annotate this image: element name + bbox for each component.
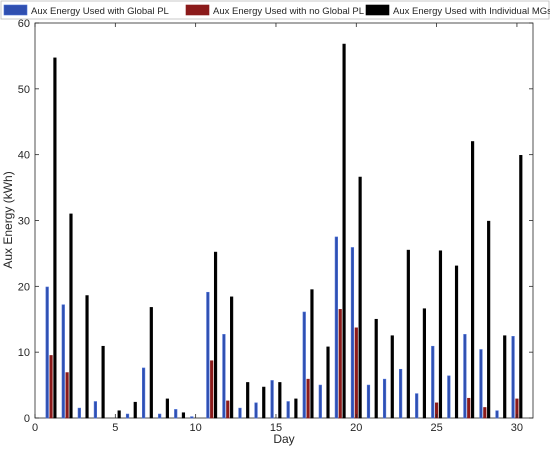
bar <box>342 43 346 419</box>
bar <box>238 407 242 419</box>
y-tick-label: 0 <box>24 413 30 425</box>
bar <box>210 360 214 419</box>
y-tick-label: 10 <box>18 347 30 359</box>
bar <box>467 397 471 419</box>
bar <box>438 250 443 419</box>
bar <box>69 213 73 419</box>
bar <box>270 380 274 419</box>
tick-labels: 0 5 10 15 20 25 30 0 10 20 30 40 50 60 <box>18 18 523 434</box>
bar <box>310 289 314 419</box>
bar <box>226 400 230 419</box>
bar <box>246 382 250 419</box>
bar <box>302 311 306 419</box>
y-tick-label: 30 <box>18 216 30 228</box>
bar <box>125 413 130 419</box>
bars <box>45 43 523 419</box>
legend: Aux Energy Used with Global PL Aux Energy… <box>0 0 550 20</box>
bar <box>149 307 153 419</box>
bar <box>222 334 226 419</box>
bar <box>53 57 57 419</box>
bar <box>294 398 298 419</box>
x-tick-label: 20 <box>350 422 362 434</box>
y-tick-label: 40 <box>18 150 30 162</box>
bar <box>142 367 146 419</box>
bar <box>190 416 194 419</box>
bar <box>422 308 426 419</box>
bar <box>503 335 507 419</box>
bar <box>483 407 487 419</box>
bar <box>511 336 515 419</box>
bar <box>326 346 330 419</box>
bar <box>487 220 491 419</box>
bar <box>262 386 266 419</box>
x-tick-label: 25 <box>430 422 442 434</box>
bar <box>463 334 467 419</box>
bar <box>85 295 89 419</box>
bar <box>350 247 355 419</box>
bar <box>117 410 121 419</box>
legend-swatch <box>185 4 210 16</box>
bar <box>519 155 523 419</box>
bar <box>206 291 210 419</box>
bar <box>65 372 69 419</box>
legend-label: Aux Energy Used with Global PL <box>31 6 169 17</box>
bar <box>165 398 169 419</box>
x-tick-label: 0 <box>32 422 38 434</box>
plot-frame <box>34 22 534 419</box>
legend-swatch <box>3 4 28 16</box>
bar <box>454 265 459 419</box>
x-tick-label: 15 <box>270 422 282 434</box>
x-tick-label: 10 <box>190 422 202 434</box>
bar <box>334 236 338 419</box>
bar <box>318 384 322 419</box>
x-axis-label: Day <box>273 432 294 446</box>
bar <box>93 401 97 419</box>
bar <box>415 393 419 419</box>
bar <box>447 375 451 419</box>
bar <box>133 401 137 419</box>
bar <box>61 304 65 419</box>
bar <box>286 401 290 419</box>
plot-area <box>34 22 534 419</box>
bar <box>254 402 258 419</box>
bar <box>495 410 499 419</box>
bar <box>390 335 394 419</box>
bar <box>431 345 435 419</box>
bar <box>406 249 410 419</box>
x-tick-label: 30 <box>511 422 523 434</box>
bar <box>213 251 218 419</box>
bar <box>174 409 178 419</box>
bar <box>158 413 162 419</box>
legend-box <box>0 0 550 20</box>
axes <box>34 22 533 419</box>
bar <box>45 286 49 419</box>
bar <box>358 176 362 419</box>
bar <box>278 382 282 419</box>
bar <box>382 378 387 419</box>
y-axis-label: Aux Energy (kWh) <box>1 171 15 268</box>
y-tick-label: 20 <box>18 281 30 293</box>
x-tick-label: 5 <box>112 422 118 434</box>
bar <box>306 378 310 419</box>
bar <box>366 384 371 419</box>
bar <box>354 327 358 419</box>
bar <box>471 141 475 419</box>
bar <box>101 345 105 419</box>
y-tick-label: 60 <box>18 18 30 30</box>
bar <box>230 296 234 419</box>
legend-label: Aux Energy Used with Individual MGs <box>393 6 550 17</box>
bar <box>374 318 378 419</box>
bar <box>338 309 342 419</box>
y-tick-label: 50 <box>18 84 30 96</box>
bar <box>49 355 53 419</box>
bar <box>399 368 403 419</box>
bar <box>479 349 483 419</box>
legend-label: Aux Energy Used with no Global PL <box>213 6 364 17</box>
bar <box>181 412 186 419</box>
bar <box>77 407 81 419</box>
legend-swatch <box>365 4 390 16</box>
